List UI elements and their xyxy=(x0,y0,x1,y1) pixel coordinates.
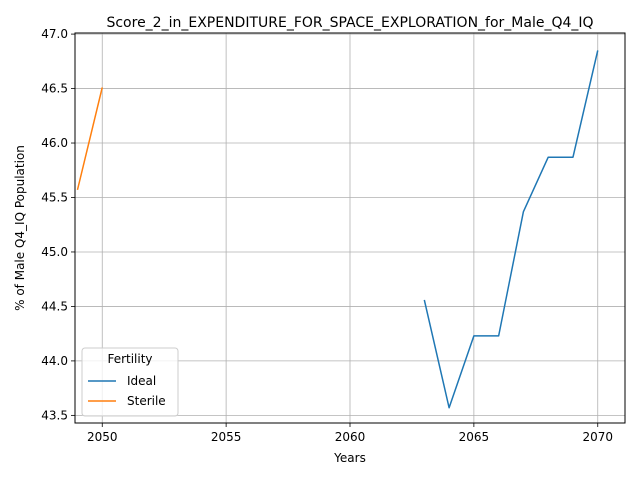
x-axis-label: Years xyxy=(333,451,366,465)
x-axis-ticks: 2050 2055 2060 2065 2070 xyxy=(87,423,613,444)
y-axis-label: % of Male Q4_IQ Population xyxy=(13,145,27,311)
y-tick-label: 43.5 xyxy=(41,408,68,422)
x-tick-label: 2060 xyxy=(335,430,366,444)
y-tick-label: 44.0 xyxy=(41,354,68,368)
series-line-sterile xyxy=(76,87,103,191)
y-tick-label: 44.5 xyxy=(41,299,68,313)
legend-label-ideal: Ideal xyxy=(127,374,156,388)
y-tick-label: 45.0 xyxy=(41,245,68,259)
x-tick-label: 2070 xyxy=(582,430,613,444)
y-tick-label: 47.0 xyxy=(41,27,68,41)
legend: Fertility Ideal Sterile xyxy=(81,347,179,417)
y-axis-ticks: 43.5 44.0 44.5 45.0 45.5 46.0 46.5 47.0 xyxy=(41,27,75,422)
chart-title: Score_2_in_EXPENDITURE_FOR_SPACE_EXPLORA… xyxy=(106,15,593,31)
y-tick-label: 45.5 xyxy=(41,190,68,204)
series-line-ideal xyxy=(423,50,599,409)
legend-box xyxy=(81,347,179,417)
legend-label-sterile: Sterile xyxy=(127,394,166,408)
series-lines xyxy=(76,50,599,409)
y-tick-label: 46.0 xyxy=(41,136,68,150)
grid-lines xyxy=(75,33,625,423)
y-tick-label: 46.5 xyxy=(41,82,68,96)
x-tick-label: 2050 xyxy=(87,430,118,444)
x-tick-label: 2065 xyxy=(459,430,490,444)
x-tick-label: 2055 xyxy=(211,430,242,444)
legend-title: Fertility xyxy=(107,352,152,366)
